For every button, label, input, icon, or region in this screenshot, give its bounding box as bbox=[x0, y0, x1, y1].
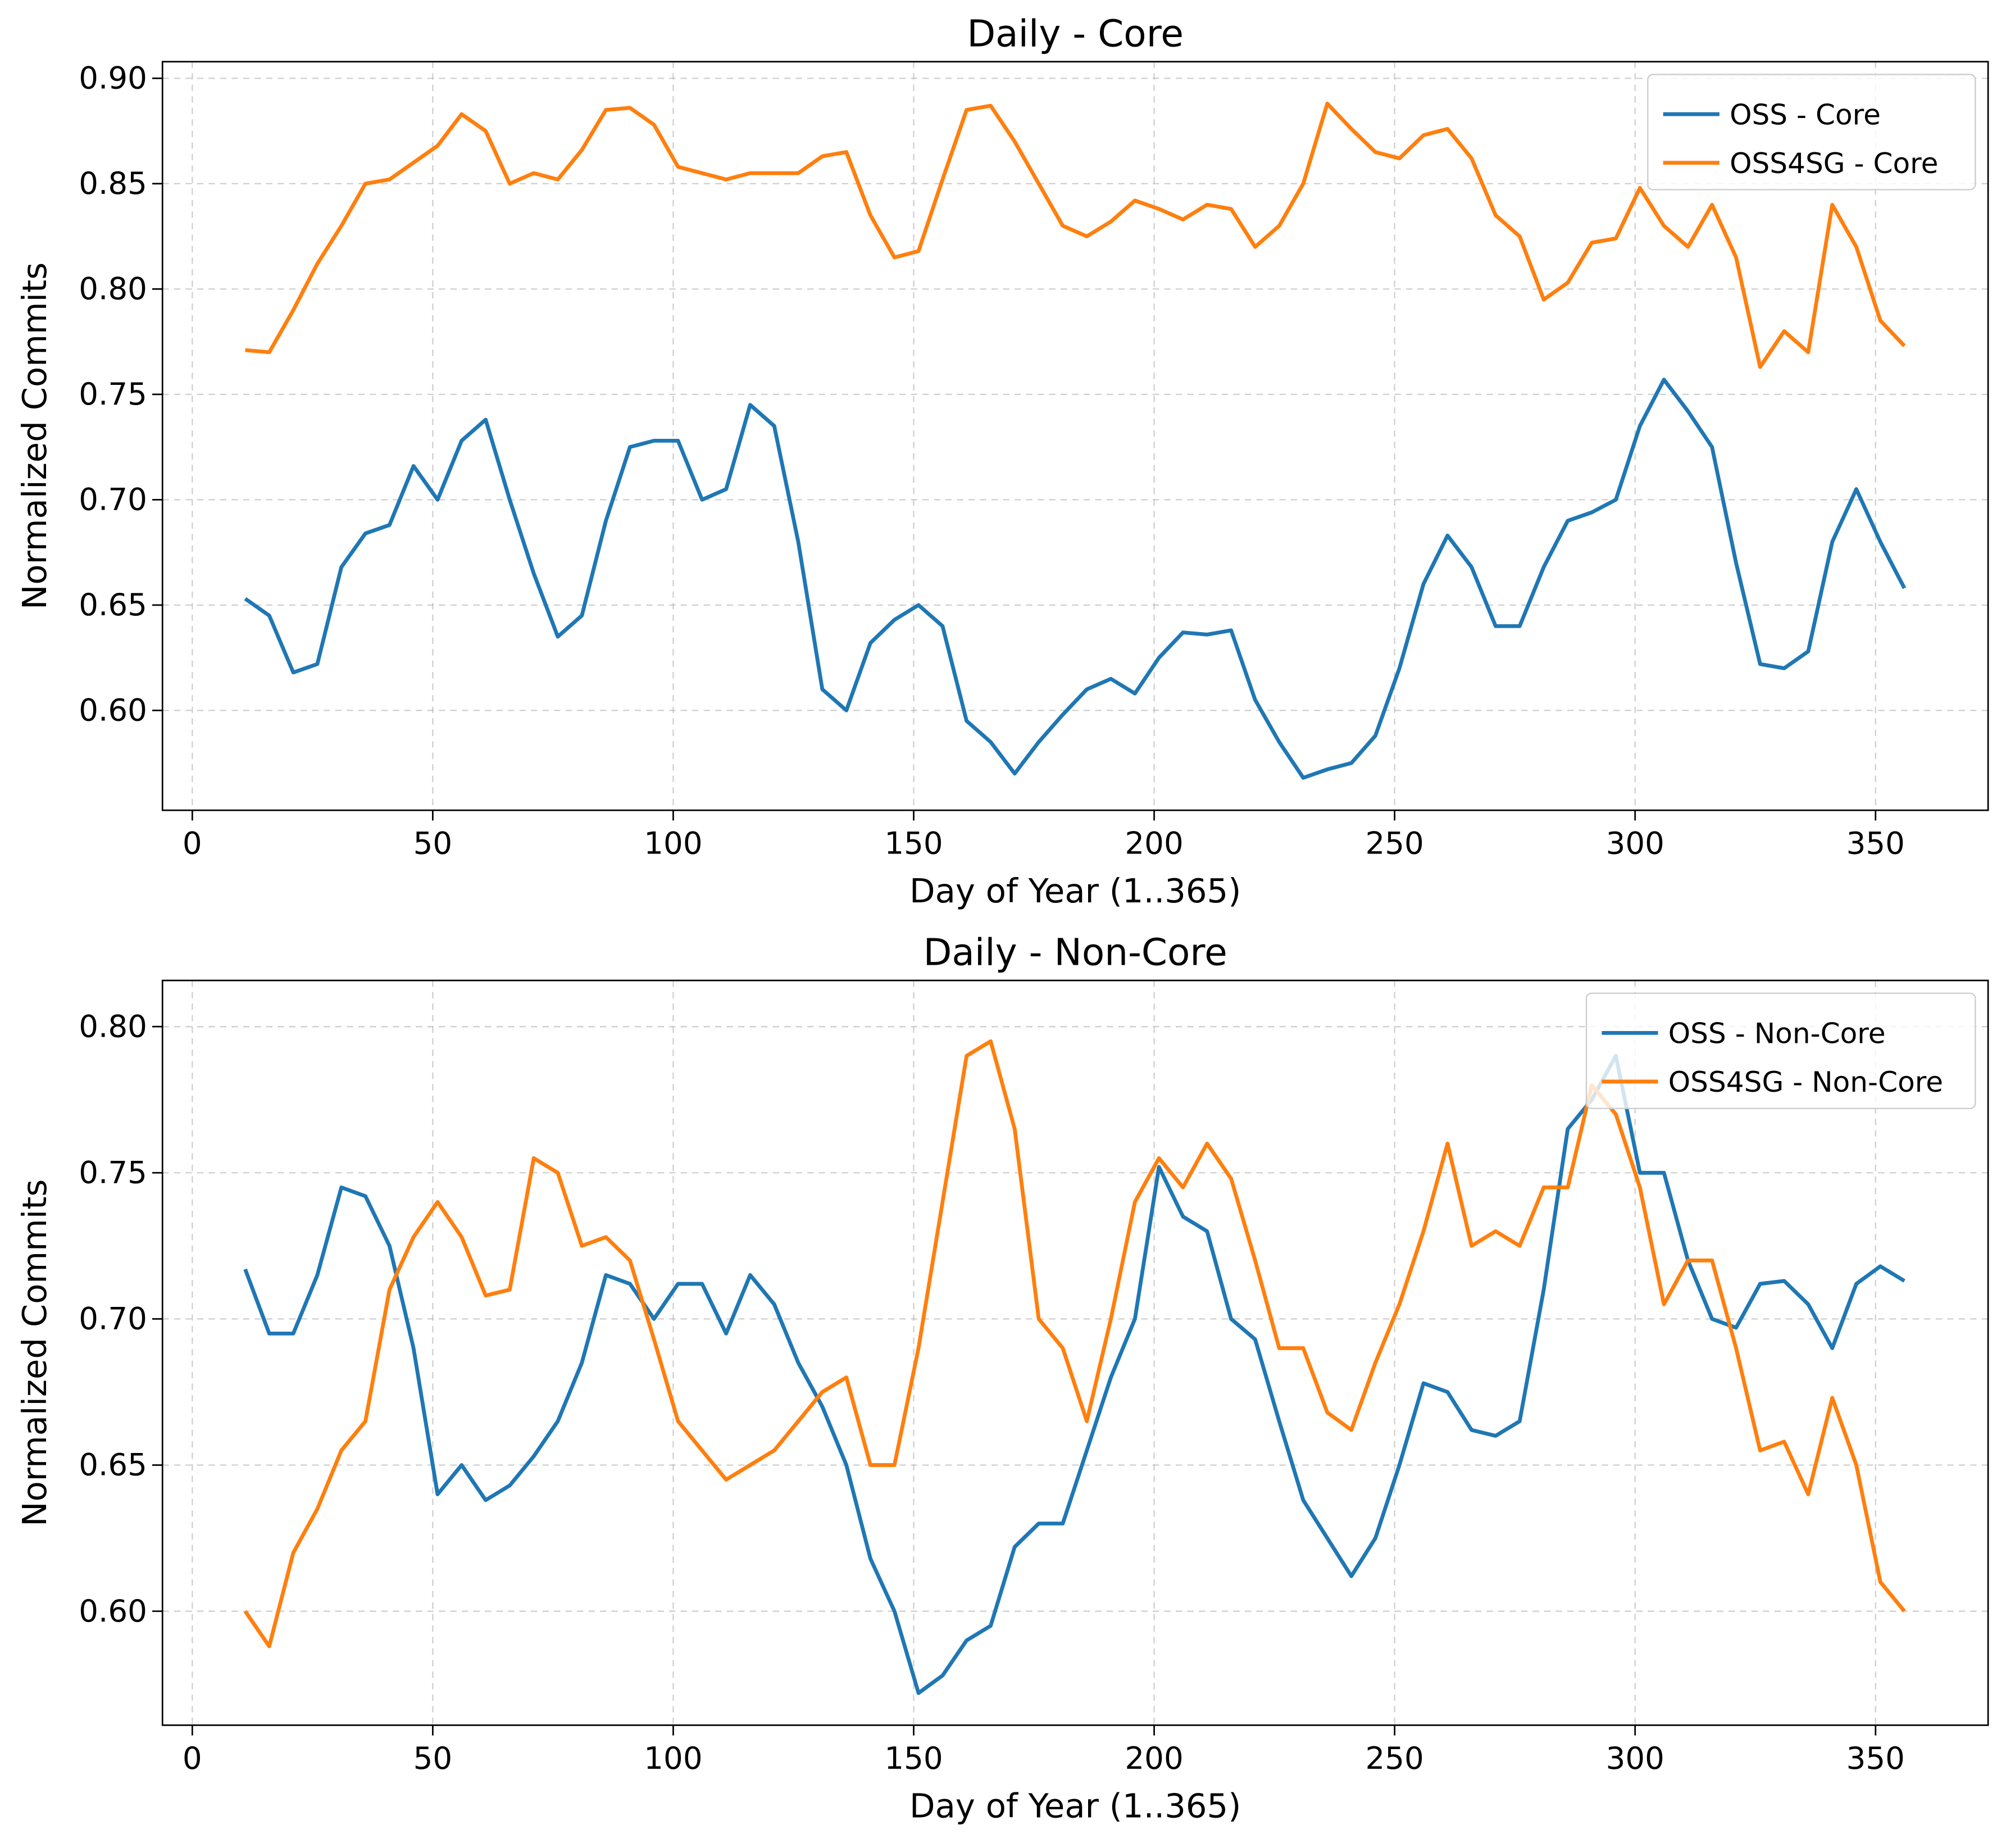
y-tick-label: 0.80 bbox=[79, 1008, 147, 1044]
y-tick-label: 0.75 bbox=[79, 376, 147, 412]
legend-frame bbox=[1647, 74, 1976, 190]
x-tick-label: 200 bbox=[1125, 825, 1183, 861]
y-axis-label: Normalized Commits bbox=[15, 262, 54, 610]
data-line bbox=[245, 102, 1906, 369]
axes: 0 50 100 150 200 250 300 350 0.60 0.65 0.70 0.75 0.8… bbox=[15, 931, 1989, 1825]
legend: OSS - Non-Core OSS4SG - Non-Core bbox=[1585, 992, 1976, 1109]
x-tick-label: 300 bbox=[1606, 1740, 1664, 1776]
x-tick-label: 350 bbox=[1846, 825, 1905, 861]
y-tick-label: 0.80 bbox=[79, 271, 147, 307]
y-tick-label: 0.65 bbox=[79, 587, 147, 623]
data-line bbox=[244, 378, 1907, 780]
x-tick-label: 300 bbox=[1606, 825, 1664, 861]
legend-label: OSS4SG - Core bbox=[1730, 147, 1938, 180]
x-tick-label: 350 bbox=[1846, 1740, 1905, 1776]
axes-frame bbox=[161, 61, 1989, 811]
x-tick-label: 150 bbox=[884, 825, 943, 861]
axes: 0 50 100 150 200 250 300 350 0.60 0.65 0.70 0.75 0.8… bbox=[15, 12, 1989, 910]
x-tick-label: 150 bbox=[884, 1740, 943, 1776]
data-line bbox=[243, 1039, 1906, 1649]
y-tick-label: 0.60 bbox=[79, 1593, 147, 1629]
chart-title: Daily - Core bbox=[967, 12, 1184, 55]
legend-label: OSS - Core bbox=[1730, 98, 1881, 131]
y-tick-label: 0.70 bbox=[79, 1301, 147, 1337]
x-tick-label: 100 bbox=[644, 825, 702, 861]
x-tick-label: 50 bbox=[413, 825, 453, 861]
y-tick-label: 0.75 bbox=[79, 1154, 147, 1190]
y-tick-label: 0.90 bbox=[79, 60, 147, 96]
legend-label: OSS4SG - Non-Core bbox=[1668, 1065, 1943, 1098]
legend-frame bbox=[1585, 992, 1976, 1109]
y-axis-label: Normalized Commits bbox=[15, 1179, 54, 1527]
x-tick-label: 250 bbox=[1365, 825, 1423, 861]
x-axis-label: Day of Year (1..365) bbox=[909, 871, 1241, 910]
x-tick-label: 0 bbox=[183, 1740, 202, 1776]
x-axis-label: Day of Year (1..365) bbox=[909, 1786, 1241, 1825]
x-tick-label: 50 bbox=[413, 1740, 453, 1776]
y-tick-label: 0.85 bbox=[79, 165, 147, 201]
axes-frame bbox=[161, 979, 1989, 1726]
y-tick-label: 0.70 bbox=[79, 482, 147, 517]
legend: OSS - Core OSS4SG - Core bbox=[1647, 74, 1976, 190]
y-tick-label: 0.65 bbox=[79, 1447, 147, 1483]
x-tick-label: 250 bbox=[1365, 1740, 1423, 1776]
x-tick-label: 0 bbox=[183, 825, 202, 861]
y-tick-label: 0.60 bbox=[79, 692, 147, 728]
x-tick-label: 100 bbox=[644, 1740, 702, 1776]
chart-title: Daily - Non-Core bbox=[924, 931, 1227, 974]
data-line bbox=[243, 1054, 1905, 1695]
legend-label: OSS - Non-Core bbox=[1668, 1017, 1886, 1050]
x-tick-label: 200 bbox=[1125, 1740, 1183, 1776]
